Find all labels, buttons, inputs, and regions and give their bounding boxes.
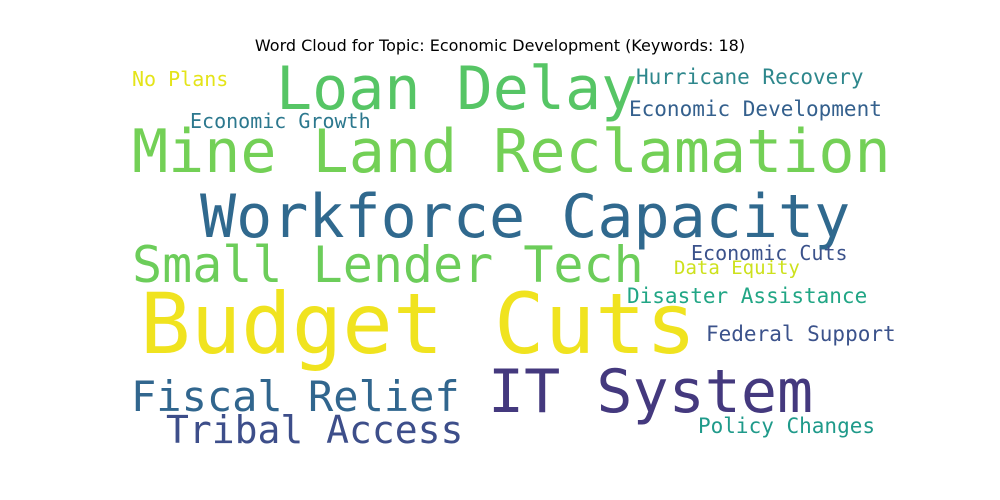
word-loan-delay: Loan Delay — [276, 54, 638, 124]
word-small-lender-tech: Small Lender Tech — [132, 236, 644, 294]
word-policy-changes: Policy Changes — [698, 414, 876, 438]
word-data-equity: Data Equity — [674, 257, 800, 279]
word-workforce-capacity: Workforce Capacity — [200, 182, 851, 252]
word-fiscal-relief: Fiscal Relief — [131, 372, 460, 421]
word-tribal-access: Tribal Access — [166, 408, 464, 452]
word-mine-land-reclamation: Mine Land Reclamation — [132, 117, 891, 187]
chart-title: Word Cloud for Topic: Economic Developme… — [254, 36, 746, 55]
word-economic-development: Economic Development — [629, 97, 882, 121]
word-it-system: IT System — [488, 357, 814, 427]
word-economic-growth: Economic Growth — [190, 109, 371, 133]
word-budget-cuts: Budget Cuts — [140, 275, 697, 373]
word-federal-support: Federal Support — [706, 322, 896, 346]
word-hurricane-recovery: Hurricane Recovery — [636, 65, 864, 89]
word-disaster-assistance: Disaster Assistance — [627, 284, 868, 308]
word-economic-cuts: Economic Cuts — [691, 241, 848, 265]
word-no-plans: No Plans — [132, 67, 229, 91]
